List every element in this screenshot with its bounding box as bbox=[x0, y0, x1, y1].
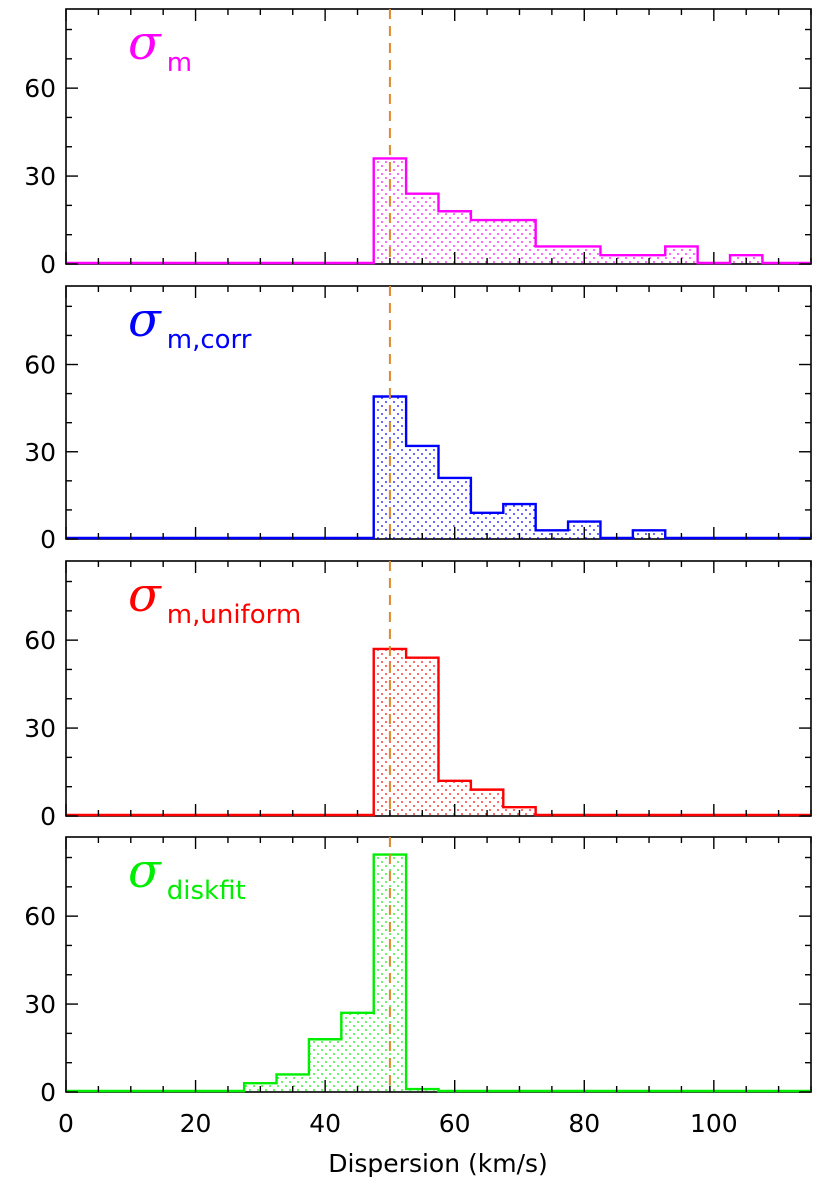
y-tick-label: 0 bbox=[40, 1078, 56, 1107]
label-subscript: m,uniform bbox=[167, 600, 301, 630]
histogram-panel-2: 0 30 60 σ m,corr bbox=[24, 285, 812, 554]
histogram-outline bbox=[66, 395, 811, 540]
histogram-bar bbox=[470, 220, 504, 264]
x-tick-label: 60 bbox=[439, 1109, 471, 1138]
label-subscript: m bbox=[167, 48, 192, 78]
sigma-symbol: σ bbox=[128, 15, 162, 71]
label-subscript: diskfit bbox=[167, 876, 246, 906]
y-tick-label: 60 bbox=[24, 351, 56, 380]
y-tick-label: 30 bbox=[24, 714, 56, 743]
histogram-bar bbox=[341, 1012, 374, 1092]
y-tick-label: 0 bbox=[40, 802, 56, 831]
x-axis-label: Dispersion (km/s) bbox=[328, 1149, 548, 1178]
histogram-bar bbox=[406, 445, 439, 539]
histogram-bar bbox=[406, 657, 439, 816]
histogram-panel-1: 0 30 60 σ m bbox=[24, 8, 812, 279]
panel-label: σ m,corr bbox=[128, 292, 252, 355]
x-tick-label: 40 bbox=[309, 1109, 341, 1138]
histogram-bar bbox=[503, 220, 536, 264]
histogram-bar bbox=[406, 193, 439, 264]
x-tick-label: 0 bbox=[58, 1109, 74, 1138]
histogram-bar bbox=[276, 1074, 309, 1092]
histogram-bar bbox=[373, 158, 407, 264]
sigma-symbol: σ bbox=[128, 843, 162, 899]
histogram-bar bbox=[373, 396, 407, 539]
y-tick-label: 60 bbox=[24, 626, 56, 655]
y-tick-label: 30 bbox=[24, 162, 56, 191]
x-tick-label: 80 bbox=[568, 1109, 600, 1138]
y-tick-label: 60 bbox=[24, 902, 56, 931]
histogram-bar bbox=[535, 246, 569, 264]
y-tick-label: 30 bbox=[24, 990, 56, 1019]
y-tick-label: 60 bbox=[24, 74, 56, 103]
histogram-outline bbox=[66, 647, 811, 817]
sigma-symbol: σ bbox=[128, 567, 162, 623]
histogram-panel-4: 0 30 60 σ diskfit 0 20 40 60 80 100 bbox=[24, 836, 812, 1138]
y-tick-label: 30 bbox=[24, 438, 56, 467]
y-tick-label: 0 bbox=[40, 250, 56, 279]
sigma-symbol: σ bbox=[128, 292, 162, 348]
histogram-bar bbox=[665, 246, 698, 264]
histogram-outline bbox=[66, 157, 811, 265]
x-tick-label: 100 bbox=[690, 1109, 738, 1138]
histogram-panel-3: 0 30 60 σ m,uniform bbox=[24, 560, 812, 831]
panel-label: σ m,uniform bbox=[128, 567, 301, 630]
panel-label: σ diskfit bbox=[128, 843, 246, 906]
y-tick-label: 0 bbox=[40, 525, 56, 554]
label-subscript: m,corr bbox=[167, 325, 252, 355]
x-tick-label: 20 bbox=[180, 1109, 212, 1138]
